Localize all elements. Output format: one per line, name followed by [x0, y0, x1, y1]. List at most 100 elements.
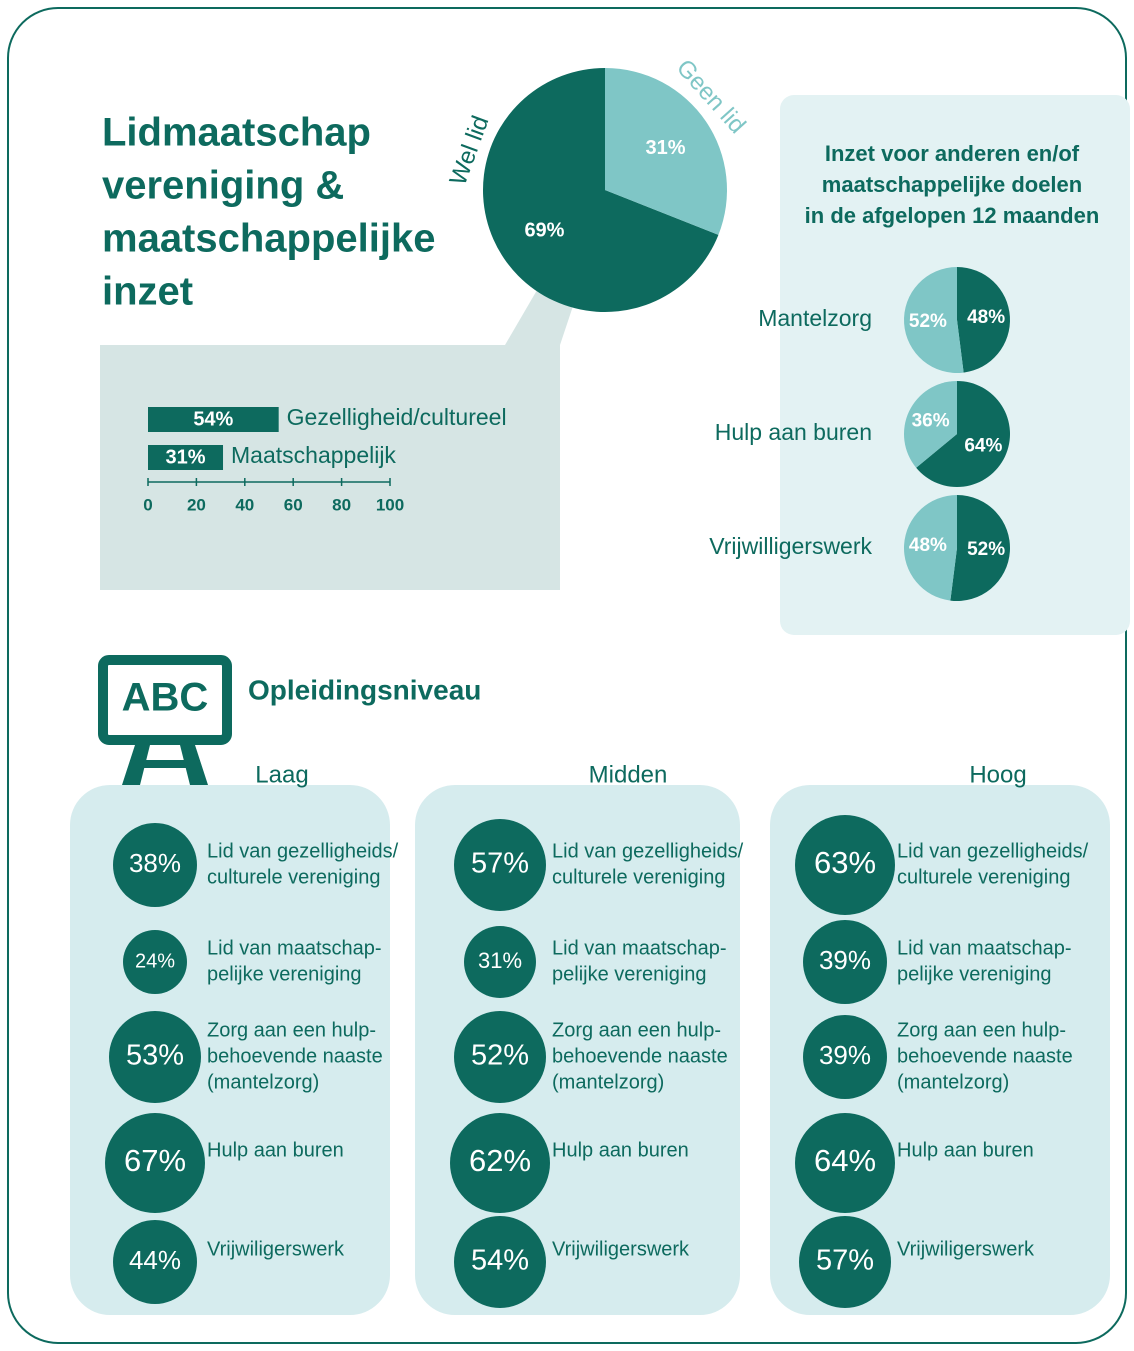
item-value: 31% [478, 948, 522, 973]
bar-category-label: Maatschappelijk [231, 442, 396, 468]
value-circle [454, 819, 546, 911]
pie-slice [605, 68, 727, 235]
item-label: culturele vereniging [207, 866, 380, 888]
value-circle [113, 823, 197, 907]
main-title: Lidmaatschap [102, 111, 371, 155]
item-label: culturele vereniging [552, 866, 725, 888]
value-circle [109, 1011, 201, 1103]
icon-text: ABC [122, 676, 209, 720]
pie-slice [916, 380, 1010, 487]
x-tick-label: 0 [143, 495, 152, 514]
item-value: 54% [471, 1245, 529, 1277]
pie-name: Vrijwilligerswerk [709, 533, 872, 559]
inzet-title: maatschappelijke doelen [822, 172, 1082, 197]
item-value: 53% [126, 1040, 184, 1072]
pie-value-label: 31% [646, 137, 686, 159]
group-name: Midden [589, 761, 668, 788]
pie-value-label: 64% [964, 435, 1002, 456]
group-name: Hoog [969, 761, 1026, 788]
item-label: Vrijwiligerswerk [552, 1238, 690, 1260]
callout-box [100, 345, 560, 590]
value-circle [450, 1113, 550, 1213]
item-label: pelijke vereniging [552, 963, 707, 985]
item-label: Hulp aan buren [897, 1139, 1034, 1161]
item-label: Lid van gezelligheids/ [552, 840, 744, 862]
x-tick-label: 40 [235, 495, 254, 514]
item-label: Hulp aan buren [207, 1139, 344, 1161]
item-label: Zorg aan een hulp- [207, 1019, 376, 1041]
pie-value-label: 48% [909, 535, 947, 556]
item-value: 57% [816, 1245, 874, 1277]
item-label: pelijke vereniging [207, 963, 362, 985]
value-circle [464, 926, 536, 998]
item-value: 38% [129, 848, 181, 878]
inzet-title: in de afgelopen 12 maanden [805, 203, 1100, 228]
bar [148, 407, 279, 432]
item-label: Zorg aan een hulp- [552, 1019, 721, 1041]
item-value: 67% [124, 1143, 186, 1178]
value-circle [795, 1113, 895, 1213]
pie-value-label: 52% [909, 311, 947, 332]
item-label: Lid van gezelligheids/ [207, 840, 399, 862]
item-value: 64% [814, 1143, 876, 1178]
item-label: pelijke vereniging [897, 963, 1052, 985]
main-title: inzet [102, 270, 193, 314]
item-value: 57% [471, 848, 529, 880]
pie-name: Mantelzorg [758, 305, 872, 331]
main-title: vereniging & [102, 164, 344, 208]
item-label: Vrijwiligerswerk [207, 1238, 345, 1260]
value-circle [123, 930, 187, 994]
x-tick-label: 60 [284, 495, 303, 514]
item-value: 52% [471, 1040, 529, 1072]
pie-name: Hulp aan buren [715, 419, 872, 445]
value-circle [799, 1216, 891, 1308]
pie-value-label: 69% [524, 219, 564, 241]
item-value: 39% [819, 945, 871, 975]
item-label: Lid van maatschap- [207, 937, 382, 959]
pie-slice [903, 495, 957, 601]
pie-slice [950, 495, 1010, 601]
item-label: (mantelzorg) [552, 1071, 664, 1093]
item-label: Lid van maatschap- [897, 937, 1072, 959]
item-label: culturele vereniging [897, 866, 1070, 888]
item-value: 24% [135, 950, 175, 972]
bar-value-label: 31% [165, 446, 205, 468]
value-circle [803, 920, 887, 1004]
frame [7, 7, 1127, 1344]
pie-slice [957, 267, 1011, 373]
item-label: (mantelzorg) [897, 1071, 1009, 1093]
pie-value-label: 52% [967, 539, 1005, 560]
item-value: 62% [469, 1143, 531, 1178]
value-circle [105, 1113, 205, 1213]
item-label: Hulp aan buren [552, 1139, 689, 1161]
item-label: Lid van gezelligheids/ [897, 840, 1089, 862]
pie-slice [904, 267, 964, 373]
board-icon [98, 655, 232, 745]
item-label: behoevende naaste [897, 1045, 1073, 1067]
value-circle [454, 1216, 546, 1308]
item-label: Lid van maatschap- [552, 937, 727, 959]
pie-value-label: 36% [912, 411, 950, 432]
item-label: behoevende naaste [552, 1045, 728, 1067]
x-tick-label: 80 [332, 495, 351, 514]
item-value: 44% [129, 1245, 181, 1275]
pie-slice [904, 380, 957, 468]
pie-slice [482, 68, 719, 312]
main-title: maatschappelijke [102, 217, 436, 261]
item-value: 39% [819, 1040, 871, 1070]
inzet-title: Inzet voor anderen en/of [825, 141, 1080, 166]
bar [148, 445, 224, 470]
item-label: behoevende naaste [207, 1045, 383, 1067]
item-label: Vrijwiligerswerk [897, 1238, 1035, 1260]
bar-value-label: 54% [193, 408, 233, 430]
value-circle [113, 1220, 197, 1304]
bar-category-label: Gezelligheid/cultureel [287, 404, 507, 430]
education-title: Opleidingsniveau [248, 674, 481, 705]
x-tick-label: 100 [376, 495, 404, 514]
group-name: Laag [255, 761, 308, 788]
value-circle [795, 815, 895, 915]
item-value: 63% [814, 845, 876, 880]
x-tick-label: 20 [187, 495, 206, 514]
pie-value-label: 48% [967, 307, 1005, 328]
